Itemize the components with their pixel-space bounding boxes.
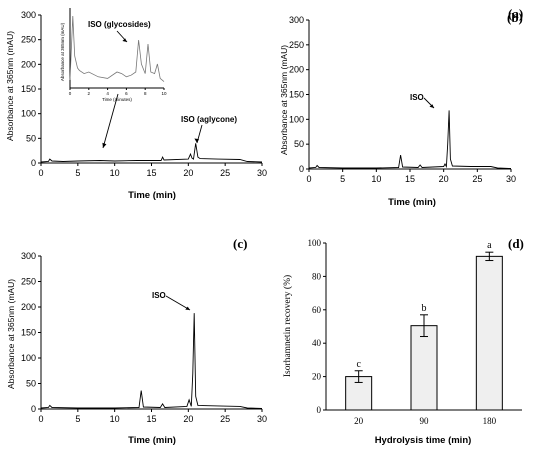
y-tick-label-d: 0 [317,405,322,415]
significance-letter-90: b [422,303,427,314]
panel-label-a: (a) [508,6,523,21]
inset-x-tick-label: 2 [88,91,91,96]
inset-pointer-line [102,93,119,149]
x-tick-label-c: 0 [38,414,43,424]
x-tick-label-b: 5 [340,174,345,184]
panel-label-c: (c) [233,236,247,251]
y-tick-label-a: 150 [21,84,36,94]
x-tick-label-a: 30 [257,168,267,178]
inset-x-axis-label: Time (minutes) [102,97,132,102]
inset-trace [69,15,165,82]
significance-letter-180: a [487,240,492,251]
inset-x-tick-label: 0 [69,91,72,96]
chromatogram-panel-c: (c) Absorbance at 365nm (mAU) Time (min)… [6,236,267,446]
y-tick-label-b: 150 [289,90,304,100]
y-tick-label-c: 300 [21,251,36,261]
x-tick-label-b: 30 [506,174,516,184]
y-tick-label-c: 100 [21,353,36,363]
inset-y-axis-label: Absorbance at 365nm (mAU) [60,22,65,81]
x-tick-label-c: 20 [183,414,193,424]
x-axis-label-c: Time (min) [128,435,176,446]
panel-label-d: (d) [508,236,524,251]
x-tick-label-c: 10 [110,414,120,424]
y-axis-label-d: Isorhamnetin recovery (%) [282,275,293,377]
y-tick-label-d: 20 [312,372,322,382]
y-tick-label-b: 300 [289,15,304,25]
x-tick-label-a: 0 [38,168,43,178]
y-tick-label-c: 200 [21,302,36,312]
y-tick-label-a: 50 [26,133,36,143]
chromatogram-panel-a: (a) Absorbance at 365nm (mAU) Time (min)… [5,6,523,201]
x-tick-label-c: 15 [146,414,156,424]
x-tick-label-b: 20 [439,174,449,184]
y-tick-label-b: 100 [289,114,304,124]
arrow-head-b-icon [429,104,434,108]
y-tick-label-d: 100 [308,238,322,248]
x-tick-label-a: 25 [220,168,230,178]
arrow-head-glycosides-icon [122,38,127,42]
chromatogram-trace-c [40,313,263,409]
chromatogram-trace-b [308,110,512,169]
y-tick-label-b: 0 [299,164,304,174]
y-tick-label-a: 250 [21,35,36,45]
inset-chromatogram: ISO (glycosides) Absorbance at 365nm (mA… [60,8,167,102]
x-tick-label-c: 5 [75,414,80,424]
x-tick-label-c: 30 [257,414,267,424]
y-tick-label-a: 0 [31,158,36,168]
significance-letter-20: c [356,359,361,370]
annotation-arrow-c [165,295,191,311]
y-tick-label-d: 60 [312,305,322,315]
x-tick-label-a: 15 [146,168,156,178]
x-axis-label-b: Time (min) [388,197,436,208]
inset-pointer-arrow-icon [102,142,107,148]
chromatogram-trace-a [40,143,263,163]
inset-x-tick-label: 10 [161,91,167,96]
bar-chart-panel-d: (d) Isorhamnetin recovery (%) Hydrolysis… [282,236,524,446]
x-tick-label-a: 20 [183,168,193,178]
panel-label-b: (b) [507,10,523,25]
y-tick-label-a: 200 [21,59,36,69]
y-axis-label-b: Absorbance at 365nm (mAU) [279,45,289,155]
bar-90 [410,325,438,411]
annotation-iso-aglycone: ISO (aglycone) [181,115,237,124]
inset-x-tick-label: 6 [125,91,128,96]
x-tick-label-b: 25 [472,174,482,184]
chromatogram-panel-b: (b) Absorbance at 365nm (mAU) Time (min)… [279,10,523,208]
y-tick-label-d: 80 [312,271,322,281]
inset-x-tick-label: 4 [106,91,109,96]
y-tick-label-b: 200 [289,65,304,75]
y-tick-label-a: 100 [21,109,36,119]
y-tick-label-c: 250 [21,277,36,287]
x-tick-label-b: 10 [371,174,381,184]
annotation-iso-glycosides: ISO (glycosides) [88,20,151,29]
x-category-label-20: 20 [354,416,364,426]
x-axis-label-a: Time (min) [128,190,176,201]
x-tick-label-b: 0 [306,174,311,184]
x-tick-label-a: 10 [110,168,120,178]
y-tick-label-b: 250 [289,40,304,50]
x-category-label-90: 90 [420,416,430,426]
arrow-head-aglycone-icon [194,138,199,143]
annotation-iso-c: ISO [152,291,166,300]
bar-180 [475,255,503,411]
y-axis-label-c: Absorbance at 365nm (mAU) [6,279,16,389]
y-tick-label-a: 300 [21,10,36,20]
x-tick-label-a: 5 [75,168,80,178]
y-axis-label-a: Absorbance at 365nm (mAU) [5,31,15,141]
y-tick-label-c: 50 [26,379,36,389]
y-tick-label-d: 40 [312,338,322,348]
y-tick-label-c: 0 [31,404,36,414]
y-tick-label-c: 150 [21,328,36,338]
x-tick-label-b: 15 [405,174,415,184]
y-tick-label-b: 50 [294,139,304,149]
x-tick-label-c: 25 [220,414,230,424]
inset-x-tick-label: 8 [144,91,147,96]
arrow-head-c-icon [185,306,190,310]
annotation-iso-b: ISO [410,93,424,102]
x-axis-label-d: Hydrolysis time (min) [375,435,472,446]
x-category-label-180: 180 [483,416,497,426]
